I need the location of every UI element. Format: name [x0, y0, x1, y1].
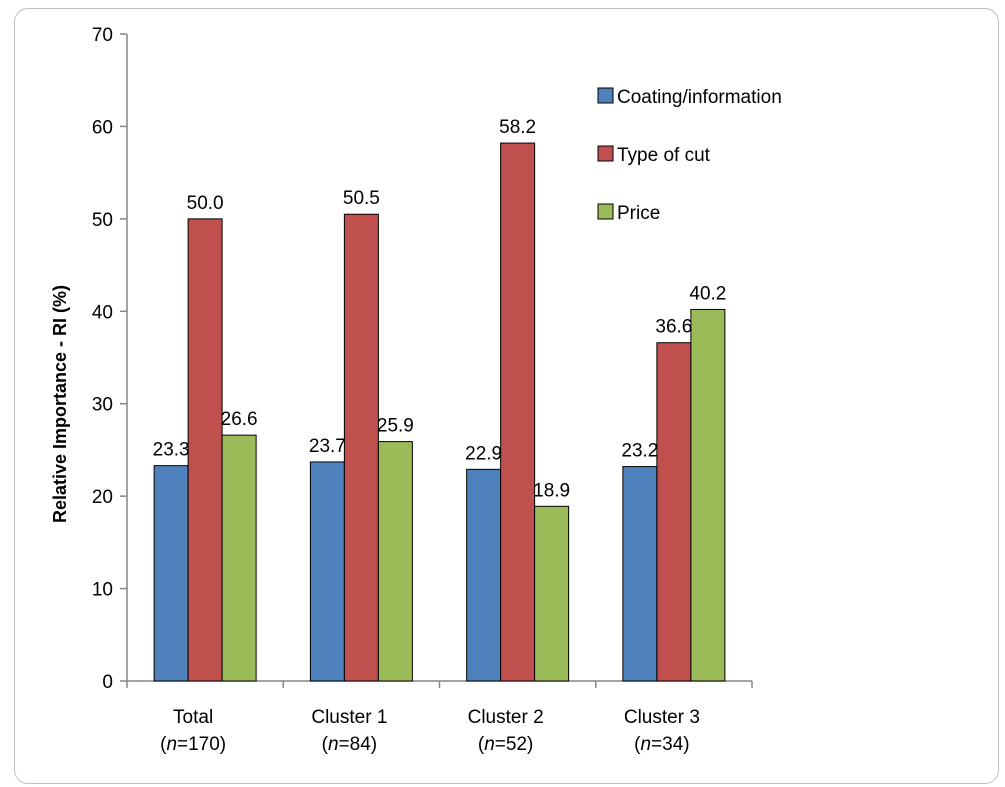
data-label: 50.5 [343, 188, 380, 209]
bar [187, 218, 223, 682]
y-tick-label: 20 [92, 487, 113, 508]
data-label: 23.3 [153, 440, 190, 461]
bar [153, 465, 189, 682]
bar [622, 466, 658, 682]
data-label: 40.2 [689, 283, 726, 304]
data-label: 23.2 [621, 441, 658, 462]
data-label: 58.2 [499, 117, 536, 138]
bar [221, 434, 257, 682]
data-labels: 23.3 50.0 26.6 23.7 50.5 25.9 22.9 58.2 18.9 23.2… [153, 117, 727, 501]
y-tick-label: 40 [92, 302, 113, 323]
bar [309, 461, 345, 682]
bar [343, 213, 379, 682]
legend-label: Coating/information [617, 87, 782, 108]
x-category-n: (n=34) [634, 734, 689, 755]
data-label: 23.7 [309, 436, 346, 457]
y-tick-label: 70 [92, 25, 113, 46]
data-label: 26.6 [221, 409, 258, 430]
data-label: 25.9 [377, 416, 414, 437]
legend: Coating/information Type of cut Price [597, 87, 782, 224]
legend-swatch [597, 203, 614, 220]
y-axis-label: Relative Importance - RI (%) [50, 285, 70, 523]
legend-swatch [597, 87, 614, 104]
x-category-label: Total [173, 707, 213, 728]
data-label: 18.9 [533, 480, 570, 501]
x-category-label: Cluster 3 [624, 707, 700, 728]
bars [153, 142, 726, 682]
x-category-n: (n=52) [478, 734, 533, 755]
y-tick-label: 30 [92, 395, 113, 416]
y-tick-label: 50 [92, 210, 113, 231]
legend-label: Price [617, 203, 660, 224]
bar [500, 142, 536, 682]
x-category-label: Cluster 1 [311, 707, 387, 728]
bar [534, 505, 570, 682]
y-tick-label: 60 [92, 117, 113, 138]
legend-label: Type of cut [617, 145, 711, 166]
bar [377, 441, 413, 682]
y-tick-label: 10 [92, 580, 113, 601]
bar [690, 308, 726, 682]
data-label: 22.9 [465, 443, 502, 464]
data-label: 36.6 [655, 317, 692, 338]
legend-swatch [597, 145, 614, 162]
bar [656, 342, 692, 682]
x-category-label: Cluster 2 [468, 707, 544, 728]
y-tick-label: 0 [102, 672, 113, 693]
bar [466, 468, 502, 682]
x-category-n: (n=84) [322, 734, 377, 755]
x-category-n: (n=170) [160, 734, 226, 755]
data-label: 50.0 [187, 193, 224, 214]
